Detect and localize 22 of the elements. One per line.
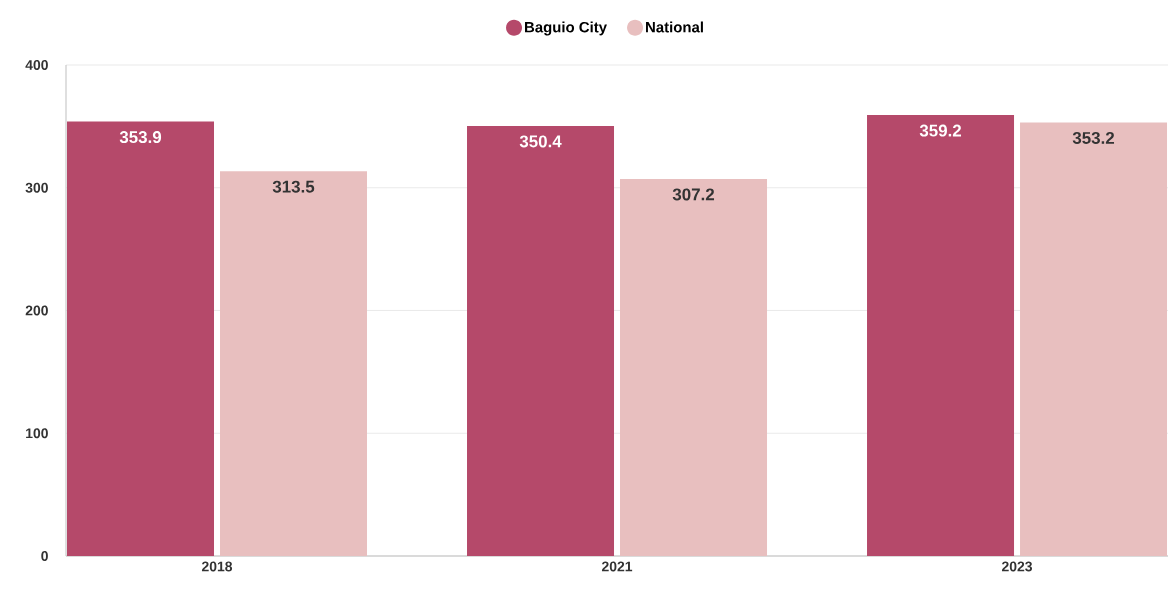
y-tick-label: 400 bbox=[25, 60, 48, 70]
y-tick-label: 300 bbox=[25, 182, 48, 193]
y-tick-label: 0 bbox=[41, 551, 48, 561]
legend-label: National bbox=[646, 21, 703, 33]
x-tick-label: 2021 bbox=[601, 561, 633, 572]
data-label: 313.5 bbox=[272, 180, 315, 193]
data-label: 353.9 bbox=[119, 131, 162, 144]
bar bbox=[220, 171, 367, 556]
bar bbox=[620, 178, 768, 556]
data-label: 353.2 bbox=[1072, 131, 1115, 144]
data-label: 307.2 bbox=[672, 188, 715, 201]
x-tick-label: 2023 bbox=[1001, 561, 1033, 572]
bar bbox=[1020, 122, 1168, 556]
bar bbox=[867, 115, 1015, 556]
y-tick-label: 100 bbox=[26, 428, 48, 439]
x-tick-label: 2018 bbox=[201, 561, 233, 572]
legend-label: Baguio City bbox=[525, 21, 607, 36]
y-tick-label: 200 bbox=[25, 305, 48, 316]
data-label: 350.4 bbox=[519, 135, 562, 148]
bar bbox=[67, 121, 214, 556]
data-label: 359.2 bbox=[919, 124, 962, 137]
bar bbox=[467, 125, 615, 556]
